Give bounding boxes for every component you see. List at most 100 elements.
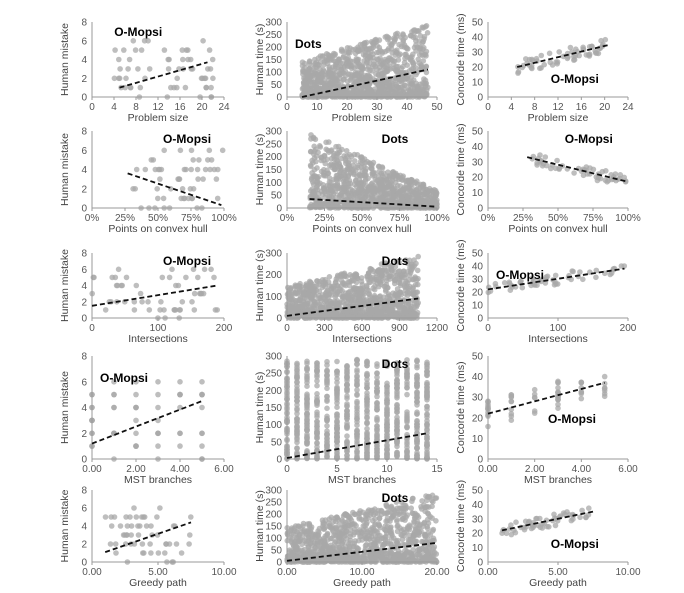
data-point bbox=[394, 47, 400, 53]
data-point bbox=[363, 72, 369, 79]
y-tick-label: 300 bbox=[265, 249, 282, 260]
data-point bbox=[308, 79, 315, 86]
x-tick-label: 0.00 bbox=[82, 567, 102, 578]
data-point bbox=[319, 202, 325, 208]
data-point bbox=[364, 414, 370, 420]
data-point bbox=[364, 371, 370, 378]
data-point bbox=[364, 429, 370, 436]
y-axis-label: Concorde time (ms) bbox=[455, 123, 467, 215]
data-point bbox=[411, 199, 418, 205]
data-point bbox=[520, 62, 527, 69]
y-tick-label: 30 bbox=[472, 48, 484, 59]
data-point bbox=[177, 430, 183, 437]
data-point bbox=[314, 360, 320, 366]
data-point bbox=[344, 381, 350, 387]
data-point bbox=[125, 66, 131, 72]
data-point bbox=[200, 38, 206, 44]
data-point bbox=[424, 418, 430, 424]
data-point bbox=[364, 395, 370, 402]
data-point bbox=[344, 433, 350, 439]
data-point bbox=[344, 363, 350, 370]
data-point bbox=[548, 165, 554, 172]
x-axis-label: Points on convex hull bbox=[312, 223, 411, 235]
data-point bbox=[132, 47, 139, 53]
data-point bbox=[384, 409, 390, 416]
x-tick-label: 10.00 bbox=[211, 567, 236, 578]
data-point bbox=[346, 279, 353, 285]
data-point bbox=[387, 78, 394, 84]
data-point bbox=[414, 375, 420, 382]
data-point bbox=[331, 156, 338, 162]
data-point bbox=[190, 157, 196, 163]
data-point bbox=[414, 421, 420, 428]
y-axis-label: Concorde time (ms) bbox=[455, 13, 467, 105]
data-point bbox=[294, 366, 300, 373]
data-point bbox=[404, 194, 410, 200]
y-axis-label: Human mistake bbox=[59, 133, 71, 206]
data-point bbox=[111, 404, 117, 411]
data-point bbox=[349, 58, 356, 65]
data-point bbox=[154, 514, 160, 520]
data-point bbox=[354, 428, 360, 434]
data-point bbox=[207, 166, 213, 173]
data-point bbox=[133, 166, 140, 173]
data-point bbox=[186, 541, 192, 547]
y-tick-label: 10 bbox=[472, 188, 484, 199]
y-tick-label: 40 bbox=[472, 33, 484, 44]
data-point bbox=[102, 307, 109, 313]
y-tick-label: 2 bbox=[81, 74, 87, 85]
data-point bbox=[578, 390, 585, 397]
data-point bbox=[357, 194, 363, 200]
data-point bbox=[146, 66, 153, 72]
trend-line bbox=[119, 61, 208, 89]
data-point bbox=[112, 274, 119, 281]
data-point bbox=[195, 274, 201, 281]
data-point bbox=[324, 367, 330, 374]
data-point bbox=[357, 41, 364, 48]
data-point bbox=[361, 297, 367, 303]
data-point bbox=[314, 378, 320, 384]
y-axis-label: Human time (s) bbox=[254, 24, 266, 96]
data-point bbox=[515, 69, 522, 75]
data-point bbox=[367, 314, 373, 320]
data-point bbox=[314, 423, 320, 430]
data-point bbox=[374, 401, 380, 407]
y-tick-label: 8 bbox=[81, 18, 87, 29]
data-point bbox=[569, 268, 575, 274]
data-point bbox=[363, 282, 370, 289]
data-point bbox=[304, 360, 310, 367]
x-tick-label: 50% bbox=[148, 213, 168, 224]
y-tick-label: 0 bbox=[81, 93, 87, 104]
data-point bbox=[208, 84, 214, 91]
data-point bbox=[368, 181, 375, 187]
x-axis-label: Problem size bbox=[128, 112, 189, 124]
data-point bbox=[381, 91, 388, 97]
data-point bbox=[90, 274, 97, 281]
data-point bbox=[354, 450, 360, 457]
y-tick-label: 0 bbox=[477, 93, 483, 104]
data-point bbox=[369, 68, 376, 74]
data-point bbox=[287, 296, 293, 303]
data-point bbox=[133, 404, 139, 411]
y-axis-label: Concorde time (ms) bbox=[455, 361, 467, 453]
data-point bbox=[148, 157, 155, 163]
data-point bbox=[407, 55, 414, 62]
x-tick-label: 200 bbox=[216, 323, 233, 334]
dataset-label: Dots bbox=[382, 357, 409, 371]
data-point bbox=[343, 90, 350, 96]
data-point bbox=[357, 290, 364, 296]
y-tick-label: 8 bbox=[81, 127, 87, 138]
data-point bbox=[411, 304, 418, 310]
data-point bbox=[141, 38, 148, 44]
data-point bbox=[422, 77, 429, 84]
data-point bbox=[340, 296, 346, 302]
y-tick-label: 4 bbox=[81, 165, 87, 176]
data-point bbox=[361, 163, 367, 170]
data-point bbox=[377, 176, 384, 182]
y-tick-label: 0 bbox=[477, 455, 483, 466]
data-point bbox=[351, 181, 358, 188]
x-axis-label: Intersections bbox=[332, 333, 392, 345]
data-point bbox=[142, 166, 149, 173]
data-point bbox=[176, 307, 183, 313]
